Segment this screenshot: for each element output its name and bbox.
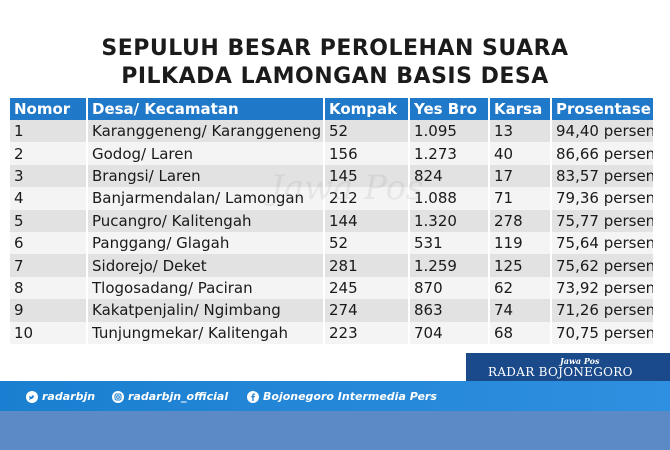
table-row: 8 Tlogosadang/ Paciran 245 870 62 73,92 … [10, 276, 653, 300]
cell-kompak: 144 [323, 209, 408, 232]
cell-prosentase: 75,64 persen [550, 231, 653, 255]
table-row: 7 Sidorejo/ Deket 281 1.259 125 75,62 pe… [10, 254, 653, 277]
cell-kompak: 156 [323, 142, 408, 165]
table-row: 2 Godog/ Laren 156 1.273 40 86,66 persen [10, 142, 653, 165]
cell-desa: Tlogosadang/ Paciran [86, 276, 323, 300]
table-row: 5 Pucangro/ Kalitengah 144 1.320 278 75,… [10, 209, 653, 232]
brand-logo: RADAR BOJONEGORO [488, 365, 633, 379]
header-desa-kecamatan: Desa/ Kecamatan [86, 98, 323, 120]
cell-nomor: 5 [10, 209, 86, 232]
cell-prosentase: 70,75 persen [550, 321, 653, 344]
cell-yes-bro: 870 [408, 276, 488, 300]
cell-yes-bro: 1.095 [408, 120, 488, 143]
cell-nomor: 6 [10, 231, 86, 255]
header-karsa: Karsa [488, 98, 550, 120]
cell-kompak: 274 [323, 299, 408, 322]
instagram-icon [112, 390, 124, 403]
cell-kompak: 281 [323, 254, 408, 277]
table-header-row: Nomor Desa/ Kecamatan Kompak Yes Bro Kar… [10, 98, 653, 120]
cell-prosentase: 83,57 persen [550, 164, 653, 188]
cell-karsa: 125 [488, 254, 550, 277]
cell-karsa: 74 [488, 299, 550, 322]
cell-kompak: 52 [323, 231, 408, 255]
brand-small-logo: Jawa Pos [560, 356, 600, 366]
header-prosentase: Prosentase [550, 98, 653, 120]
header-nomor: Nomor [10, 98, 86, 120]
cell-karsa: 40 [488, 142, 550, 165]
cell-desa: Karanggeneng/ Karanggeneng [86, 120, 323, 143]
cell-kompak: 245 [323, 276, 408, 300]
header-kompak: Kompak [323, 98, 408, 120]
cell-desa: Kakatpenjalin/ Ngimbang [86, 299, 323, 322]
table-row: 4 Banjarmendalan/ Lamongan 212 1.088 71 … [10, 187, 653, 210]
cell-karsa: 62 [488, 276, 550, 300]
instagram-handle: radarbjn_official [128, 390, 229, 403]
social-facebook[interactable]: Bojonegoro Intermedia Pers [247, 390, 437, 403]
cell-desa: Panggang/ Glagah [86, 231, 323, 255]
table-row: 10 Tunjungmekar/ Kalitengah 223 704 68 7… [10, 321, 653, 344]
brand-box [466, 353, 670, 381]
cell-kompak: 145 [323, 164, 408, 188]
cell-desa: Sidorejo/ Deket [86, 254, 323, 277]
cell-prosentase: 86,66 persen [550, 142, 653, 165]
bottom-band [0, 411, 670, 450]
cell-nomor: 4 [10, 187, 86, 210]
cell-karsa: 71 [488, 187, 550, 210]
social-instagram[interactable]: radarbjn_official [112, 390, 228, 403]
table-row: 9 Kakatpenjalin/ Ngimbang 274 863 74 71,… [10, 299, 653, 322]
title-line-1: SEPULUH BESAR PEROLEHAN SUARA [101, 36, 569, 61]
cell-nomor: 10 [10, 321, 86, 344]
cell-prosentase: 73,92 persen [550, 276, 653, 300]
cell-nomor: 2 [10, 142, 86, 165]
cell-desa: Pucangro/ Kalitengah [86, 209, 323, 232]
cell-prosentase: 75,77 persen [550, 209, 653, 232]
facebook-icon [247, 390, 259, 403]
cell-karsa: 278 [488, 209, 550, 232]
cell-prosentase: 94,40 persen [550, 120, 653, 143]
cell-desa: Godog/ Laren [86, 142, 323, 165]
social-twitter[interactable]: radarbjn [26, 390, 95, 403]
facebook-handle: Bojonegoro Intermedia Pers [263, 390, 437, 403]
table-row: 6 Panggang/ Glagah 52 531 119 75,64 pers… [10, 231, 653, 255]
cell-karsa: 13 [488, 120, 550, 143]
cell-nomor: 3 [10, 164, 86, 188]
cell-yes-bro: 1.259 [408, 254, 488, 277]
cell-yes-bro: 704 [408, 321, 488, 344]
cell-nomor: 8 [10, 276, 86, 300]
table-row: 3 Brangsi/ Laren 145 824 17 83,57 persen [10, 164, 653, 188]
table-row: 1 Karanggeneng/ Karanggeneng 52 1.095 13… [10, 120, 653, 143]
cell-yes-bro: 1.088 [408, 187, 488, 210]
cell-karsa: 68 [488, 321, 550, 344]
header-yes-bro: Yes Bro [408, 98, 488, 120]
cell-yes-bro: 1.320 [408, 209, 488, 232]
title-line-2: PILKADA LAMONGAN BASIS DESA [121, 64, 549, 89]
cell-karsa: 119 [488, 231, 550, 255]
cell-nomor: 7 [10, 254, 86, 277]
cell-desa: Banjarmendalan/ Lamongan [86, 187, 323, 210]
cell-prosentase: 79,36 persen [550, 187, 653, 210]
cell-yes-bro: 863 [408, 299, 488, 322]
twitter-handle: radarbjn [42, 390, 96, 403]
results-table: Nomor Desa/ Kecamatan Kompak Yes Bro Kar… [10, 98, 653, 344]
social-bar [0, 381, 670, 411]
cell-yes-bro: 531 [408, 231, 488, 255]
cell-desa: Tunjungmekar/ Kalitengah [86, 321, 323, 344]
cell-kompak: 52 [323, 120, 408, 143]
cell-prosentase: 71,26 persen [550, 299, 653, 322]
cell-yes-bro: 1.273 [408, 142, 488, 165]
cell-yes-bro: 824 [408, 164, 488, 188]
cell-nomor: 9 [10, 299, 86, 322]
cell-kompak: 212 [323, 187, 408, 210]
cell-prosentase: 75,62 persen [550, 254, 653, 277]
cell-kompak: 223 [323, 321, 408, 344]
cell-desa: Brangsi/ Laren [86, 164, 323, 188]
twitter-icon [26, 390, 38, 403]
cell-karsa: 17 [488, 164, 550, 188]
cell-nomor: 1 [10, 120, 86, 143]
